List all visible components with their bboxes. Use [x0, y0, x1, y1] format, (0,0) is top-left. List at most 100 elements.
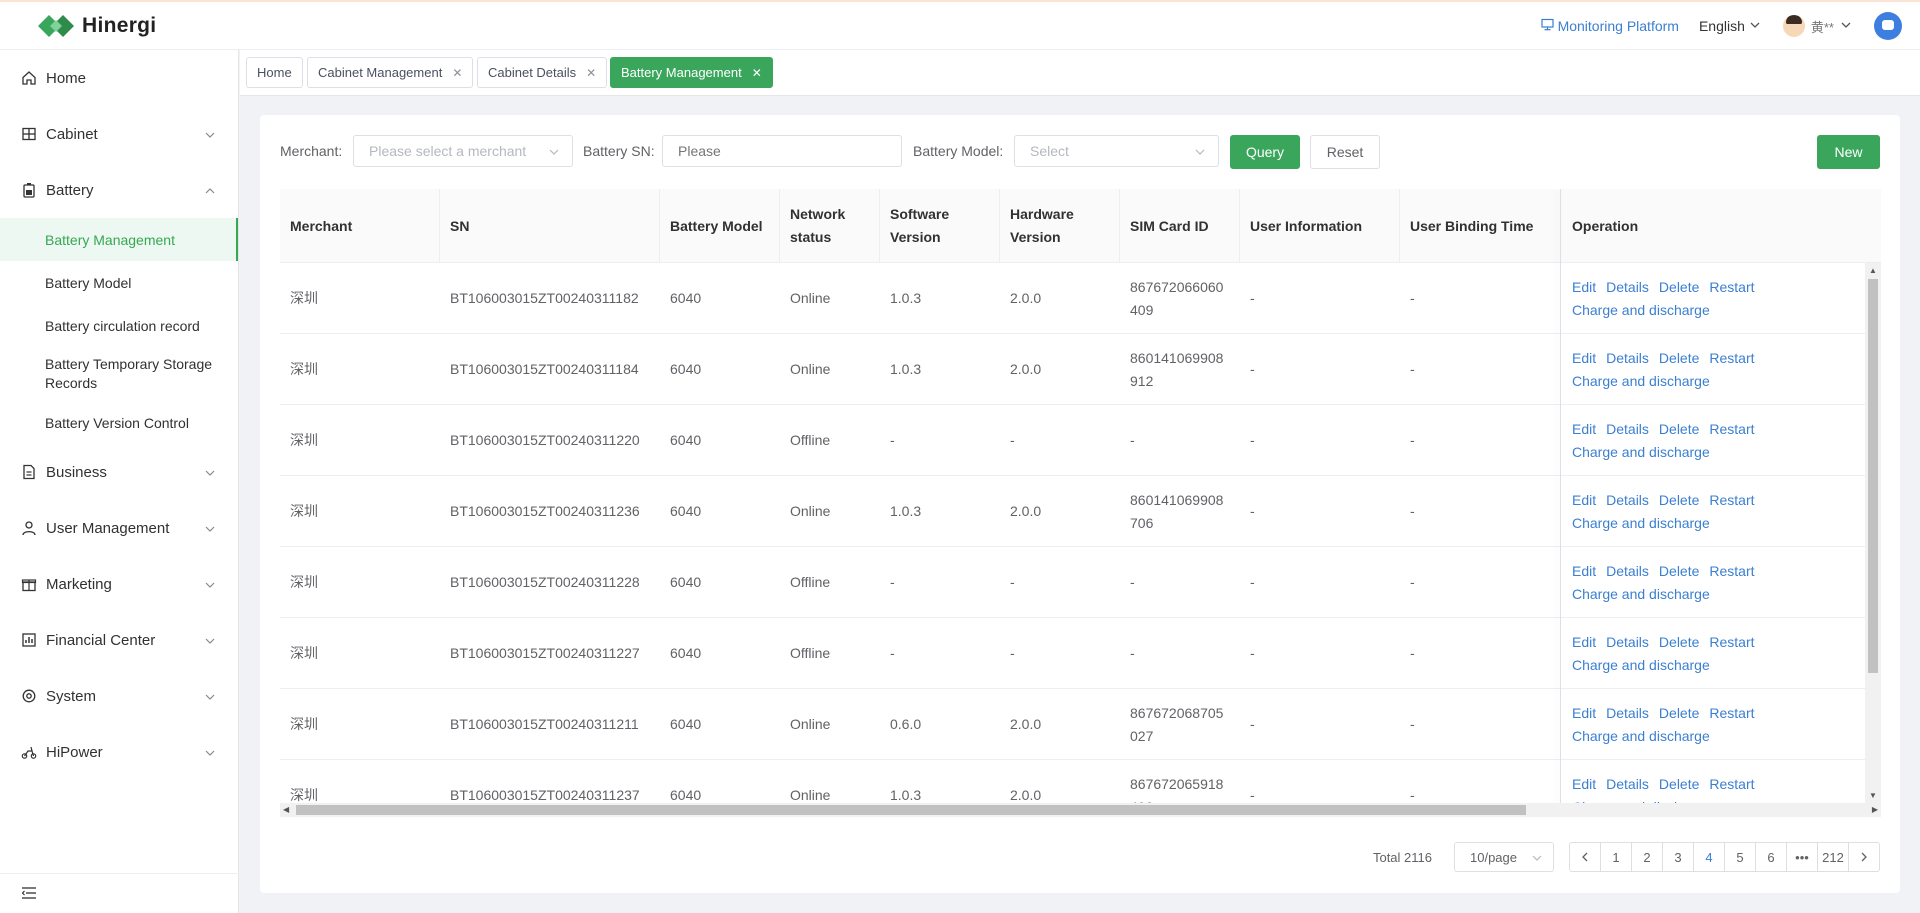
page-button[interactable]: 3 — [1662, 842, 1694, 872]
sidebar-subitem-battery-model[interactable]: Battery Model — [45, 274, 132, 291]
prev-page-button[interactable] — [1569, 842, 1601, 872]
language-selector[interactable]: English — [1699, 18, 1761, 34]
scroll-up-icon[interactable]: ▲ — [1869, 266, 1877, 275]
details-link[interactable]: Details — [1606, 562, 1649, 579]
restart-link[interactable]: Restart — [1709, 420, 1755, 437]
restart-link[interactable]: Restart — [1709, 704, 1755, 721]
details-link[interactable]: Details — [1606, 278, 1649, 295]
edit-link[interactable]: Edit — [1572, 491, 1597, 508]
restart-link[interactable]: Restart — [1709, 633, 1755, 650]
tab-cabinet-management[interactable]: Cabinet Management ✕ — [307, 57, 474, 88]
sidebar-item-user-management[interactable]: User Management — [0, 500, 238, 556]
cell-operation: Edit Details Delete Restart Charge and disch… — [1562, 760, 1863, 804]
close-icon[interactable]: ✕ — [452, 65, 463, 80]
page-size-select[interactable]: 10/page — [1454, 842, 1554, 872]
charge-discharge-link[interactable]: Charge and discharge — [1572, 796, 1710, 804]
page-button[interactable]: 2 — [1631, 842, 1663, 872]
scroll-down-icon[interactable]: ▼ — [1869, 791, 1877, 800]
delete-link[interactable]: Delete — [1658, 349, 1700, 366]
edit-link[interactable]: Edit — [1572, 278, 1597, 295]
vertical-scrollbar[interactable]: ▲ ▼ — [1865, 263, 1881, 803]
charge-discharge-link[interactable]: Charge and discharge — [1572, 585, 1710, 602]
home-icon — [20, 69, 38, 87]
details-link[interactable]: Details — [1606, 491, 1649, 508]
edit-link[interactable]: Edit — [1572, 420, 1597, 437]
battery-sn-input[interactable] — [662, 135, 902, 167]
cell-sn: BT106003015ZT00240311182 — [450, 290, 639, 306]
page-button[interactable]: 4 — [1693, 842, 1725, 872]
tab-home[interactable]: Home — [246, 57, 303, 88]
tab-battery-management[interactable]: Battery Management ✕ — [610, 57, 773, 88]
details-link[interactable]: Details — [1606, 633, 1649, 650]
details-link[interactable]: Details — [1606, 420, 1649, 437]
charge-discharge-link[interactable]: Charge and discharge — [1572, 727, 1710, 744]
delete-link[interactable]: Delete — [1658, 633, 1700, 650]
page-button[interactable]: 5 — [1724, 842, 1756, 872]
scroll-left-icon[interactable]: ◀ — [283, 805, 290, 814]
next-page-button[interactable] — [1848, 842, 1880, 872]
sidebar-subitem-battery-version-control[interactable]: Battery Version Control — [45, 414, 189, 431]
edit-link[interactable]: Edit — [1572, 633, 1597, 650]
reset-button[interactable]: Reset — [1310, 135, 1380, 169]
delete-link[interactable]: Delete — [1658, 562, 1700, 579]
sidebar-item-system[interactable]: System — [0, 668, 238, 724]
edit-link[interactable]: Edit — [1572, 775, 1597, 792]
edit-link[interactable]: Edit — [1572, 704, 1597, 721]
sidebar-item-hipower[interactable]: HiPower — [0, 724, 238, 780]
details-link[interactable]: Details — [1606, 775, 1649, 792]
sidebar-subitem-battery-temporary-storage[interactable]: Battery Temporary Storage Records — [45, 356, 213, 391]
details-link[interactable]: Details — [1606, 704, 1649, 721]
horizontal-scrollbar[interactable]: ◀ ▶ — [280, 803, 1881, 817]
charge-discharge-link[interactable]: Charge and discharge — [1572, 443, 1710, 460]
close-icon[interactable]: ✕ — [586, 65, 597, 80]
delete-link[interactable]: Delete — [1658, 491, 1700, 508]
charge-discharge-link[interactable]: Charge and discharge — [1572, 656, 1710, 673]
sidebar-item-battery[interactable]: Battery — [0, 162, 238, 218]
assistant-icon[interactable] — [1874, 12, 1902, 40]
collapse-sidebar-button[interactable] — [0, 873, 239, 913]
new-button[interactable]: New — [1817, 135, 1880, 169]
delete-link[interactable]: Delete — [1658, 775, 1700, 792]
tab-cabinet-details[interactable]: Cabinet Details ✕ — [477, 57, 608, 88]
close-icon[interactable]: ✕ — [751, 65, 762, 80]
charge-discharge-link[interactable]: Charge and discharge — [1572, 372, 1710, 389]
logo[interactable]: Hinergi — [38, 14, 156, 38]
sidebar-subitem-battery-management[interactable]: Battery Management — [0, 218, 238, 261]
user-menu[interactable]: 黄** — [1782, 15, 1852, 37]
page-button[interactable]: 212 — [1817, 842, 1849, 872]
charge-discharge-link[interactable]: Charge and discharge — [1572, 301, 1710, 318]
query-button[interactable]: Query — [1230, 135, 1300, 169]
restart-link[interactable]: Restart — [1709, 491, 1755, 508]
horizontal-scroll-thumb[interactable] — [296, 805, 1526, 815]
edit-link[interactable]: Edit — [1572, 349, 1597, 366]
edit-link[interactable]: Edit — [1572, 562, 1597, 579]
restart-link[interactable]: Restart — [1709, 775, 1755, 792]
delete-link[interactable]: Delete — [1658, 278, 1700, 295]
delete-link[interactable]: Delete — [1658, 420, 1700, 437]
battery-model-select[interactable]: Select — [1014, 135, 1219, 167]
merchant-select[interactable]: Please select a merchant — [353, 135, 573, 167]
vertical-scroll-thumb[interactable] — [1868, 279, 1878, 673]
chart-icon — [20, 631, 38, 649]
restart-link[interactable]: Restart — [1709, 278, 1755, 295]
delete-link[interactable]: Delete — [1658, 704, 1700, 721]
sidebar-item-business[interactable]: Business — [0, 444, 238, 500]
page-button[interactable]: 6 — [1755, 842, 1787, 872]
sidebar-item-financial-center[interactable]: Financial Center — [0, 612, 238, 668]
sidebar-subitem-battery-circulation[interactable]: Battery circulation record — [45, 317, 200, 334]
restart-link[interactable]: Restart — [1709, 562, 1755, 579]
charge-discharge-link[interactable]: Charge and discharge — [1572, 514, 1710, 531]
scroll-right-icon[interactable]: ▶ — [1871, 805, 1878, 814]
column-header-battery-model: Battery Model — [660, 189, 780, 263]
chevron-down-icon — [204, 466, 216, 483]
details-link[interactable]: Details — [1606, 349, 1649, 366]
monitoring-platform-link[interactable]: Monitoring Platform — [1540, 18, 1679, 34]
sidebar-item-label: Cabinet — [46, 125, 98, 143]
restart-link[interactable]: Restart — [1709, 349, 1755, 366]
sidebar-item-home[interactable]: Home — [0, 50, 238, 106]
page-button[interactable]: 1 — [1600, 842, 1632, 872]
sidebar-item-cabinet[interactable]: Cabinet — [0, 106, 238, 162]
sidebar-item-label: User Management — [46, 519, 170, 537]
sidebar-item-marketing[interactable]: Marketing — [0, 556, 238, 612]
more-pages-button[interactable]: ••• — [1786, 842, 1818, 872]
